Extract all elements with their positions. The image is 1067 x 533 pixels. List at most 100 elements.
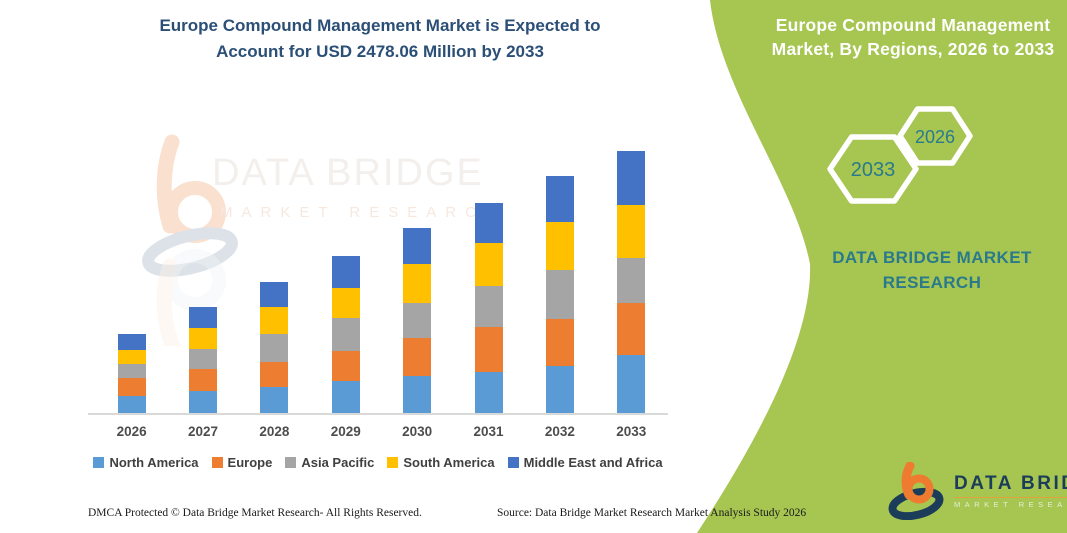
x-axis-label-2033: 2033 — [616, 424, 647, 439]
brand-line2: RESEARCH — [882, 273, 982, 292]
bar-segment-europe — [617, 303, 646, 356]
hexagon-2033-label: 2033 — [851, 159, 896, 181]
legend-label-asia-pacific: Asia Pacific — [301, 455, 375, 470]
bar-segment-asia-pacific — [403, 302, 432, 338]
bar-segment-middle-east-and-africa — [117, 334, 146, 350]
hexagon-2026 — [897, 106, 973, 166]
bar-column-2029 — [310, 255, 381, 413]
bar-column-2031 — [453, 203, 524, 413]
brand-line1: DATA BRIDGE MARKET — [832, 248, 1032, 267]
page-title-line1: Europe Compound Management Market is Exp… — [159, 16, 601, 35]
page-title: Europe Compound Management Market is Exp… — [70, 13, 690, 65]
legend-label-south-america: South America — [403, 455, 495, 470]
legend-item-europe: Europe — [211, 455, 273, 470]
legend-swatch-asia-pacific — [285, 457, 297, 468]
bar-column-2030 — [382, 228, 453, 413]
x-axis-line — [88, 413, 668, 415]
hexagon-2033 — [827, 134, 919, 204]
bar-segment-south-america — [117, 349, 146, 365]
bar-segment-middle-east-and-africa — [260, 281, 289, 307]
bar-segment-asia-pacific — [617, 257, 646, 304]
legend-item-north-america: North America — [93, 455, 199, 470]
bar-column-2027 — [167, 307, 238, 413]
bar-segment-middle-east-and-africa — [331, 255, 360, 288]
bar-stack-2031 — [474, 203, 503, 413]
bar-segment-north-america — [189, 391, 218, 413]
x-axis-label-2028: 2028 — [259, 424, 290, 439]
legend-label-north-america: North America — [109, 455, 199, 470]
legend-item-south-america: South America — [387, 455, 495, 470]
side-panel-title: Europe Compound Management Market, By Re… — [763, 13, 1063, 61]
year-hexagons: 2033 2026 — [827, 106, 973, 204]
bar-column-2026 — [96, 334, 167, 413]
x-axis-label-2029: 2029 — [330, 424, 361, 439]
bar-segment-north-america — [117, 396, 146, 413]
bar-segment-north-america — [403, 376, 432, 413]
bar-segment-north-america — [331, 381, 360, 413]
legend-label-middle-east-and-africa: Middle East and Africa — [523, 455, 663, 470]
bar-segment-middle-east-and-africa — [617, 150, 646, 206]
bar-segment-asia-pacific — [117, 364, 146, 379]
bar-segment-europe — [403, 337, 432, 377]
bar-segment-middle-east-and-africa — [189, 307, 218, 329]
bar-segment-north-america — [260, 387, 289, 413]
bar-segment-middle-east-and-africa — [545, 176, 574, 223]
bar-stack-2029 — [331, 255, 360, 413]
bar-segment-middle-east-and-africa — [474, 203, 503, 243]
bar-segment-middle-east-and-africa — [403, 228, 432, 265]
bar-segment-north-america — [545, 366, 574, 413]
bar-segment-europe — [260, 362, 289, 388]
legend-item-middle-east-and-africa: Middle East and Africa — [507, 455, 663, 470]
logo-name: DATA BRIDGE — [954, 473, 1067, 494]
bar-segment-south-america — [189, 328, 218, 350]
bar-segment-europe — [545, 318, 574, 367]
legend-label-europe: Europe — [227, 455, 273, 470]
bar-segment-asia-pacific — [545, 269, 574, 319]
logo-divider — [954, 497, 1067, 498]
bar-segment-north-america — [474, 372, 503, 413]
legend-swatch-europe — [211, 457, 223, 468]
x-axis-label-2030: 2030 — [402, 424, 433, 439]
bar-segment-south-america — [617, 205, 646, 258]
hexagon-2026-label: 2026 — [915, 127, 955, 147]
bar-stack-2028 — [260, 281, 289, 413]
bar-segment-asia-pacific — [260, 333, 289, 363]
bar-column-2032 — [524, 176, 595, 413]
bar-segment-europe — [474, 327, 503, 373]
x-axis-label-2032: 2032 — [544, 424, 575, 439]
chart-legend: North America Europe Asia Pacific South Ame… — [88, 455, 668, 470]
bar-segment-asia-pacific — [189, 349, 218, 370]
company-logo: DATA BRIDGE MARKET RESEARCH — [888, 462, 1067, 520]
bar-stack-2033 — [617, 150, 646, 413]
bar-segment-europe — [331, 351, 360, 382]
brand-wordmark: DATA BRIDGE MARKET RESEARCH — [803, 245, 1061, 295]
bar-plot-area — [96, 143, 667, 413]
x-axis-label-2026: 2026 — [116, 424, 147, 439]
bar-segment-south-america — [260, 306, 289, 334]
x-axis-labels: 2026 2027 2028 2029 2030 2031 2032 2033 — [96, 424, 667, 439]
legend-item-asia-pacific: Asia Pacific — [285, 455, 374, 470]
side-panel-title-line1: Europe Compound Management — [775, 15, 1051, 35]
bar-segment-south-america — [545, 222, 574, 270]
bar-segment-europe — [117, 378, 146, 397]
legend-swatch-north-america — [93, 457, 105, 468]
bar-segment-south-america — [474, 242, 503, 286]
bar-segment-south-america — [403, 264, 432, 303]
bar-stack-2027 — [189, 307, 218, 413]
bar-stack-2026 — [117, 334, 146, 413]
source-note: Source: Data Bridge Market Research Mark… — [497, 507, 807, 519]
bar-segment-north-america — [617, 355, 646, 413]
x-axis-label-2027: 2027 — [188, 424, 219, 439]
side-panel-title-line2: Market, By Regions, 2026 to 2033 — [771, 39, 1055, 59]
bar-segment-asia-pacific — [331, 317, 360, 352]
bar-stack-2032 — [545, 176, 574, 413]
bar-segment-south-america — [331, 287, 360, 318]
legend-swatch-middle-east-and-africa — [507, 457, 519, 468]
bar-segment-europe — [189, 369, 218, 392]
logo-subtitle: MARKET RESEARCH — [954, 500, 1067, 509]
x-axis-label-2031: 2031 — [473, 424, 504, 439]
legend-swatch-south-america — [387, 457, 399, 468]
bar-column-2028 — [239, 281, 310, 413]
